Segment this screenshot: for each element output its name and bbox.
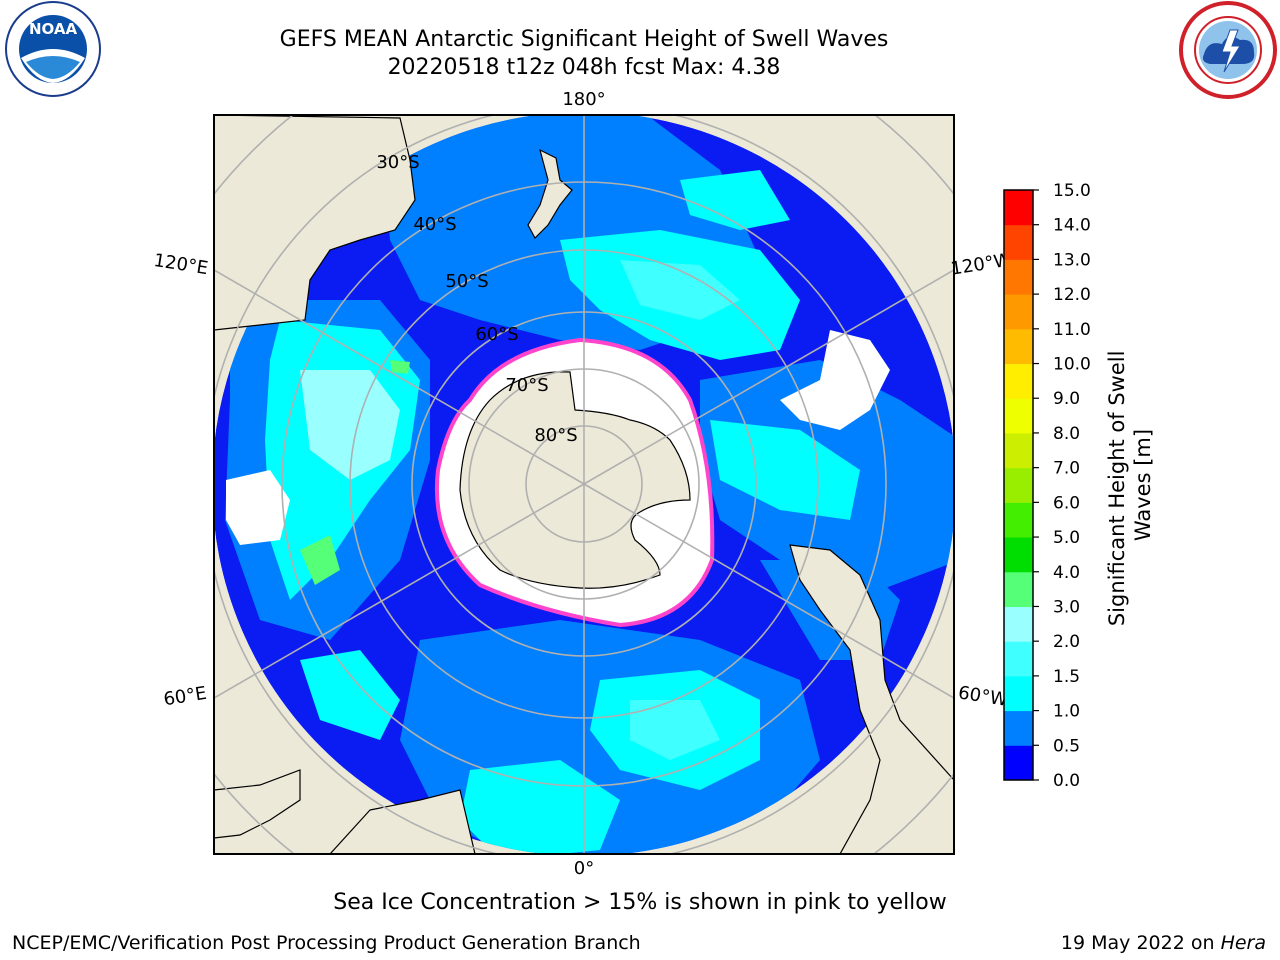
colorbar-segment xyxy=(1004,294,1033,330)
lat-label-70s: 70°S xyxy=(505,375,548,396)
colorbar-tick-label: 5.0 xyxy=(1053,528,1080,548)
map-area xyxy=(214,115,954,854)
colorbar-segment xyxy=(1004,710,1033,746)
colorbar-tick-label: 15.0 xyxy=(1053,181,1091,201)
svg-text:NOAA: NOAA xyxy=(29,20,78,38)
colorbar-segment xyxy=(1004,190,1033,226)
colorbar-tick-label: 1.0 xyxy=(1053,702,1080,722)
nws-logo xyxy=(1178,0,1278,104)
lat-label-60s: 60°S xyxy=(475,324,518,345)
colorbar-tick-label: 13.0 xyxy=(1053,250,1091,270)
colorbar-frame xyxy=(1003,189,1034,781)
lon-label-60w: 60°W xyxy=(957,682,1010,711)
lon-label-120e: 120°E xyxy=(152,250,209,279)
sea-ice-note: Sea Ice Concentration > 15% is shown in … xyxy=(333,890,947,915)
lat-label-80s: 80°S xyxy=(534,425,577,446)
africa xyxy=(329,789,476,854)
new-zealand xyxy=(527,148,573,239)
colorbar-segment xyxy=(1004,641,1033,677)
colorbar: 0.0 0.5 1.0 1.5 2.0 3.0 4.0 5.0 6.0 7.0 8.0 9.0 10.0… xyxy=(1003,181,1091,791)
lat-label-30s: 30°S xyxy=(376,152,419,173)
colorbar-tick-label: 3.0 xyxy=(1053,597,1080,617)
colorbar-segment xyxy=(1004,606,1033,642)
longitude-grid xyxy=(214,115,954,854)
date-text: 19 May 2022 on xyxy=(1060,932,1221,954)
colorbar-segment xyxy=(1004,537,1033,573)
colorbar-segment xyxy=(1004,398,1033,434)
colorbar-segment xyxy=(1004,224,1033,260)
colorbar-tick-label: 7.0 xyxy=(1053,459,1080,479)
colorbar-tick-label: 12.0 xyxy=(1053,285,1091,305)
colorbar-segment xyxy=(1004,432,1033,469)
colorbar-tick-label: 6.0 xyxy=(1053,493,1080,513)
date-line: 19 May 2022 on Hera xyxy=(1061,932,1266,954)
lon-label-180: 180° xyxy=(562,89,605,110)
colorbar-tick-label: 0.5 xyxy=(1053,736,1080,756)
colorbar-tick-label: 1.5 xyxy=(1053,667,1080,687)
colorbar-segment xyxy=(1004,675,1033,712)
colorbar-tick-label: 10.0 xyxy=(1053,355,1091,375)
colorbar-segment xyxy=(1004,259,1033,295)
colorbar-tick-label: 8.0 xyxy=(1053,424,1080,444)
noaa-logo: NOAA xyxy=(4,0,102,102)
lat-label-50s: 50°S xyxy=(445,271,488,292)
colorbar-tick-label: 9.0 xyxy=(1053,389,1080,409)
antarctica xyxy=(459,371,691,589)
australia xyxy=(214,115,416,331)
colorbar-segment xyxy=(1004,571,1033,607)
colorbar-tick-label: 14.0 xyxy=(1053,216,1091,236)
colorbar-tick-label: 0.0 xyxy=(1053,771,1080,791)
map-frame xyxy=(213,114,955,855)
colorbar-segment xyxy=(1004,502,1033,538)
chart-title: GEFS MEAN Antarctic Significant Height o… xyxy=(279,27,889,52)
colorbar-segment xyxy=(1004,363,1033,399)
lon-label-0: 0° xyxy=(574,858,594,879)
colorbar-tick-label: 4.0 xyxy=(1053,563,1080,583)
lat-label-40s: 40°S xyxy=(413,214,456,235)
colorbar-label: Significant Height of Swell Waves [m] xyxy=(1105,344,1155,626)
colorbar-tick-label: 11.0 xyxy=(1053,320,1091,340)
chart-subtitle: 20220518 t12z 048h fcst Max: 4.38 xyxy=(387,55,781,80)
host-name: Hera xyxy=(1220,932,1266,954)
colorbar-segment xyxy=(1004,467,1033,503)
lon-label-60e: 60°E xyxy=(162,683,208,711)
credit-line: NCEP/EMC/Verification Post Processing Pr… xyxy=(12,932,641,954)
colorbar-tick-label: 2.0 xyxy=(1053,632,1080,652)
colorbar-segment xyxy=(1004,745,1033,781)
madagascar xyxy=(214,769,301,839)
colorbar-segment xyxy=(1004,328,1033,365)
